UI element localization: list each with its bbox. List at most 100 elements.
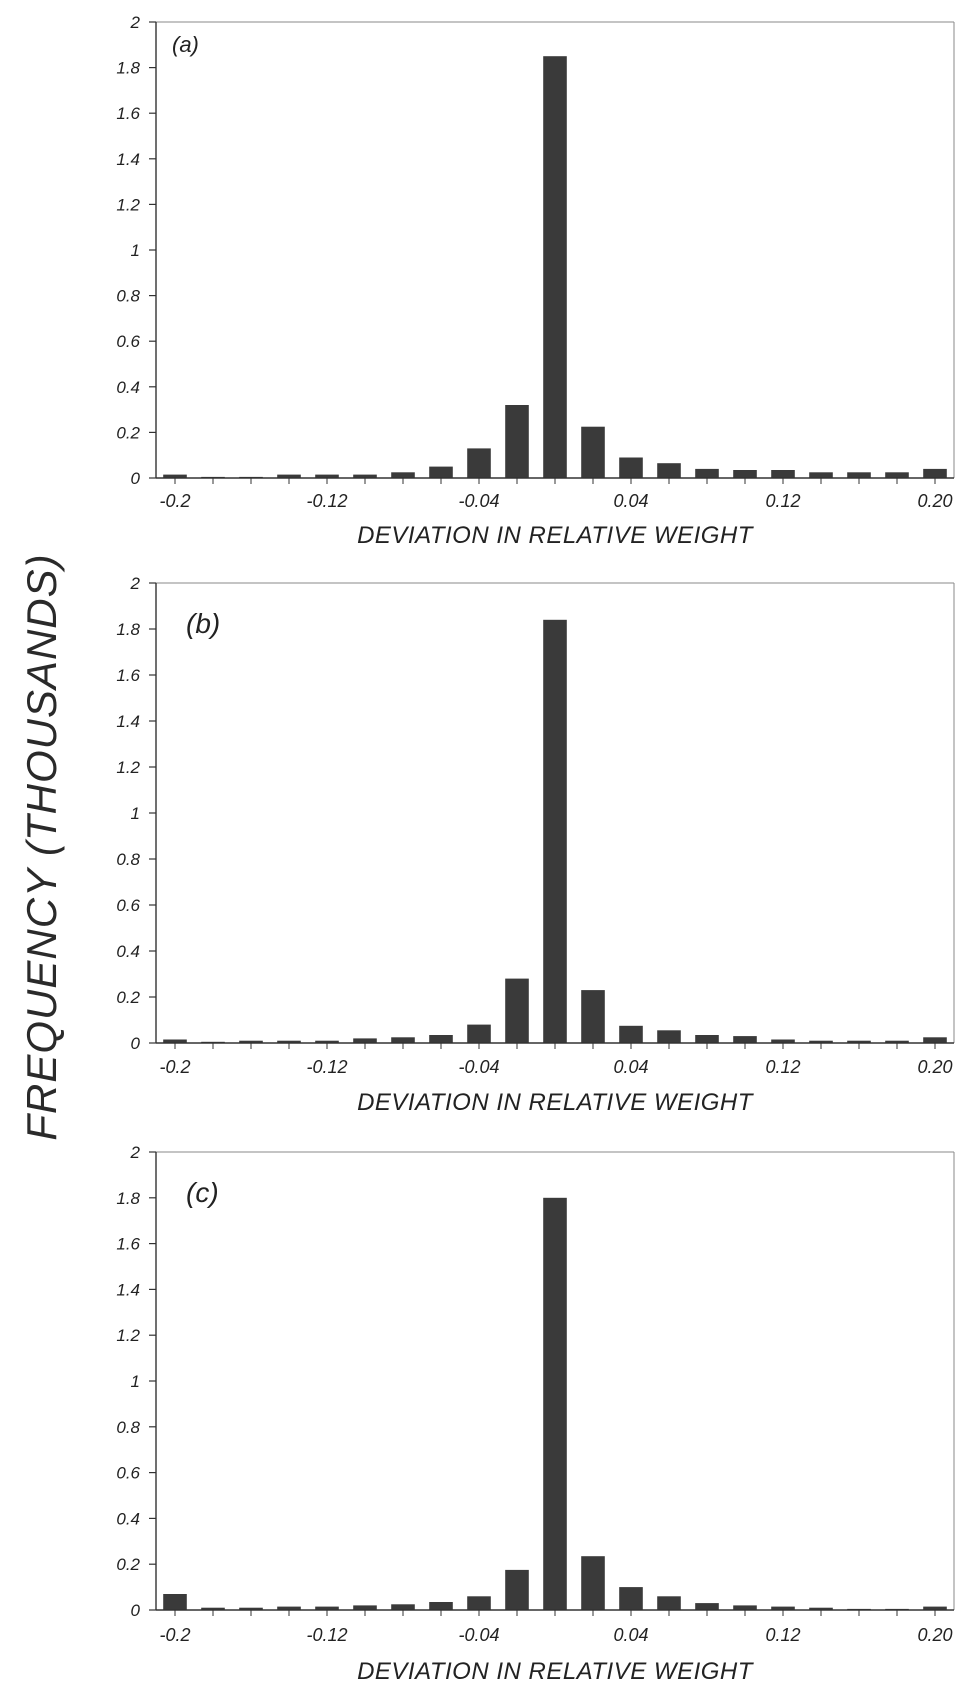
y-tick-label: 1 [131, 241, 140, 260]
histogram-bar [733, 1036, 757, 1043]
x-tick-label: -0.2 [159, 1625, 190, 1645]
histogram-bar [505, 1569, 529, 1610]
y-tick-label: 2 [130, 1143, 141, 1162]
y-tick-label: 1.2 [116, 1326, 140, 1345]
y-tick-label: 2 [130, 574, 141, 593]
x-tick-label: -0.04 [458, 1625, 499, 1645]
x-axis-label: DEVIATION IN RELATIVE WEIGHT [357, 522, 755, 549]
x-tick-label: -0.2 [159, 491, 190, 511]
y-tick-label: 1 [131, 1372, 140, 1391]
histogram-bar [695, 1603, 719, 1610]
histogram-bar [163, 474, 187, 478]
x-tick-label: 0.04 [613, 1057, 648, 1077]
y-tick-label: 0.4 [116, 1509, 140, 1528]
x-tick-label: -0.04 [458, 1057, 499, 1077]
y-tick-label: 0 [131, 1601, 141, 1620]
histogram-bar [163, 1594, 187, 1610]
histogram-bar [619, 457, 643, 478]
y-tick-label: 0.4 [116, 942, 140, 961]
y-tick-label: 0.4 [116, 378, 140, 397]
histogram-bar [239, 1607, 263, 1610]
histogram-bar [809, 472, 833, 478]
x-tick-label: 0.04 [613, 491, 648, 511]
histogram-bar [543, 619, 567, 1043]
histogram-bar [923, 468, 947, 478]
histogram-bar [467, 1024, 491, 1043]
histogram-bar [467, 1596, 491, 1610]
histogram-bar [923, 1037, 947, 1044]
histogram-bar [657, 1030, 681, 1043]
histogram-bar [809, 1607, 833, 1610]
histogram-bar [505, 405, 529, 478]
x-axis-label: DEVIATION IN RELATIVE WEIGHT [357, 1658, 755, 1685]
x-tick-label: -0.12 [306, 1057, 347, 1077]
histogram-bar [885, 472, 909, 478]
y-tick-label: 0.6 [116, 1464, 140, 1483]
histogram-bar [391, 472, 415, 478]
panel-label: (a) [172, 32, 199, 57]
y-tick-label: 0 [131, 1034, 141, 1053]
y-tick-label: 1.2 [116, 758, 140, 777]
x-tick-label: 0.12 [765, 1057, 800, 1077]
y-tick-label: 1.6 [116, 666, 140, 685]
histogram-bar [353, 474, 377, 478]
histogram-bar [353, 1605, 377, 1610]
x-tick-label: 0.04 [613, 1625, 648, 1645]
histogram-bar [163, 1039, 187, 1043]
histogram-bar [657, 463, 681, 478]
histogram-bar [543, 56, 567, 478]
histogram-bar [657, 1596, 681, 1610]
histogram-bar [277, 474, 301, 478]
histogram-bar [391, 1037, 415, 1044]
x-tick-label: -0.12 [306, 1625, 347, 1645]
y-tick-label: 0.6 [116, 332, 140, 351]
y-tick-label: 1.6 [116, 1235, 140, 1254]
x-tick-label: -0.2 [159, 1057, 190, 1077]
y-tick-label: 0.6 [116, 896, 140, 915]
y-tick-label: 0 [131, 469, 141, 488]
histogram-bar [353, 1038, 377, 1043]
y-tick-label: 1.4 [116, 1280, 140, 1299]
y-tick-label: 1.8 [116, 620, 140, 639]
chart-panel-c: 0 0.2 0.4 0.6 0.8 1 1.2 1.4 1.6 1.8 2 -0.2 -0.12 -0.0… [116, 1143, 955, 1685]
x-axis-label: DEVIATION IN RELATIVE WEIGHT [357, 1089, 755, 1116]
histogram-bar [391, 1604, 415, 1610]
histogram-bar [619, 1025, 643, 1044]
histogram-bar [771, 1606, 795, 1610]
x-tick-label: 0.20 [917, 1625, 952, 1645]
chart-panel-a: 0 0.2 0.4 0.6 0.8 1 1.2 1.4 1.6 1.8 2 -0.2 -0.12 -0.0… [116, 13, 955, 549]
y-tick-label: 0.8 [116, 287, 140, 306]
histogram-bar [581, 1556, 605, 1610]
histogram-bar [505, 978, 529, 1043]
y-tick-label: 0.2 [116, 1555, 140, 1574]
x-tick-label: 0.20 [917, 1057, 952, 1077]
histogram-bar [885, 1040, 909, 1043]
y-tick-label: 0.2 [116, 423, 140, 442]
histogram-bar [543, 1197, 567, 1610]
histogram-bar [733, 1605, 757, 1610]
histogram-bar [429, 1602, 453, 1610]
y-tick-label: 1.4 [116, 150, 140, 169]
histogram-bar [315, 1040, 339, 1043]
y-tick-label: 1 [131, 804, 140, 823]
histogram-bar [847, 1040, 871, 1043]
y-tick-label: 1.6 [116, 104, 140, 123]
histogram-bar [277, 1606, 301, 1610]
histogram-bar [847, 472, 871, 478]
x-tick-label: 0.20 [917, 491, 952, 511]
histogram-bar [581, 426, 605, 478]
histogram-bar [429, 466, 453, 478]
y-tick-label: 1.8 [116, 1189, 140, 1208]
histogram-bar [695, 468, 719, 478]
histogram-bar [239, 1040, 263, 1043]
histogram-bar [923, 1606, 947, 1610]
y-tick-label: 1.4 [116, 712, 140, 731]
y-tick-label: 0.2 [116, 988, 140, 1007]
histogram-bar [467, 448, 491, 478]
histogram-bar [809, 1040, 833, 1043]
y-tick-label: 1.2 [116, 195, 140, 214]
histogram-bar [315, 474, 339, 478]
histogram-bar [771, 470, 795, 478]
